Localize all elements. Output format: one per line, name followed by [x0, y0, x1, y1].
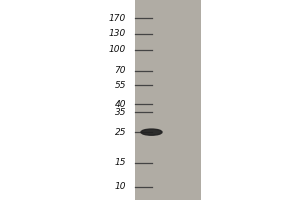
- Text: 55: 55: [115, 81, 126, 90]
- Text: 100: 100: [109, 45, 126, 54]
- Text: 15: 15: [115, 158, 126, 167]
- Text: 170: 170: [109, 14, 126, 23]
- Text: 35: 35: [115, 108, 126, 117]
- Bar: [135, 0, 201, 200]
- Text: 25: 25: [115, 128, 126, 137]
- Ellipse shape: [141, 129, 162, 135]
- Text: 10: 10: [115, 182, 126, 191]
- Text: 70: 70: [115, 66, 126, 75]
- Text: 130: 130: [109, 29, 126, 38]
- Text: 40: 40: [115, 100, 126, 109]
